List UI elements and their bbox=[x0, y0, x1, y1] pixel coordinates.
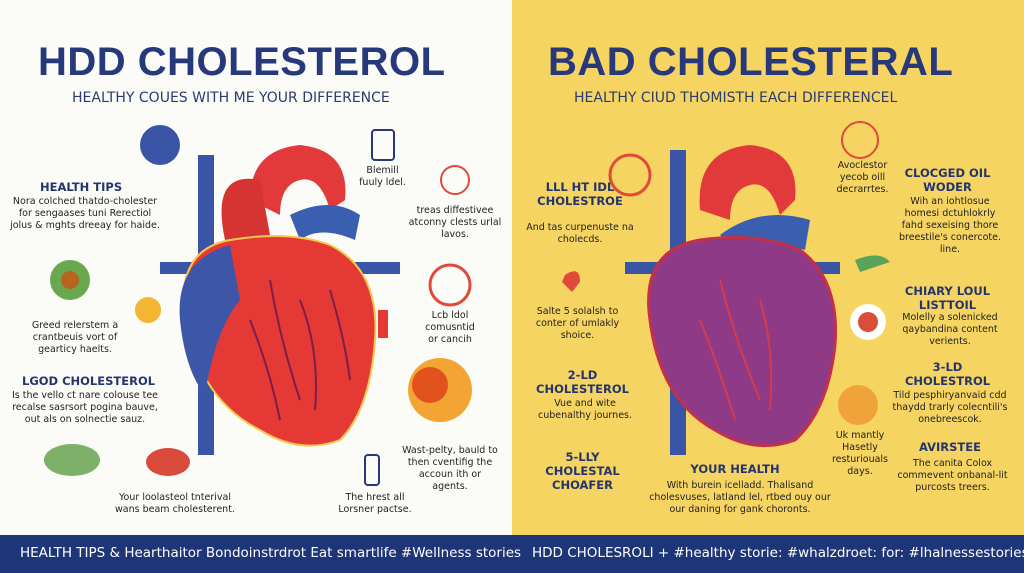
text: Wast-pelty, bauld to then cventifig the … bbox=[402, 445, 498, 492]
heading: HEALTH TIPS bbox=[40, 180, 123, 194]
subtitle: HEALTHY CIUD THOMISTH EACH DIFFERENCEL bbox=[574, 90, 898, 106]
text: treas diffestivee atconny clests urlal l… bbox=[408, 205, 502, 240]
heading: 5-LLY CHOLESTAL CHOAFER bbox=[545, 450, 620, 492]
text: Uk mantly Hasetly resturiouals days. bbox=[831, 430, 889, 477]
text: Avoclestor yecob oill decrarrtes. bbox=[836, 160, 889, 195]
footer-text: HDD CHOLESROLI + #healthy storie: #whalz… bbox=[532, 545, 1024, 561]
heading: 3-LD CHOLESTROL bbox=[904, 360, 991, 388]
heading: CHIARY LOUL LISTTOIL bbox=[904, 284, 991, 312]
text: With burein icelladd. Thalisand cholesvu… bbox=[649, 480, 831, 515]
text: The hrest all Lorsner pactse. bbox=[338, 492, 412, 515]
title: BAD CHOLESTERAL bbox=[548, 40, 954, 84]
text: Your loolasteol tnterival wans beam chol… bbox=[115, 492, 235, 515]
heading: CLOCGED OIL WODER bbox=[904, 166, 991, 194]
text: Vue and wite cubenalthy journes. bbox=[537, 398, 633, 421]
text: Lcb ldol comusntid or cancih bbox=[425, 310, 475, 345]
text: And tas curpenuste na cholecds. bbox=[526, 222, 634, 245]
text: Salte 5 solalsh to conter of umlakly sho… bbox=[535, 306, 620, 341]
heading: LLL HT IDL CHOLESTROE bbox=[537, 180, 623, 208]
text: The canita Colox commevent onbanal-lit p… bbox=[897, 458, 1008, 493]
subtitle: HEALTHY COUES WITH ME YOUR DIFFERENCE bbox=[72, 90, 390, 106]
text: Blemill fuuly ldel. bbox=[359, 165, 406, 188]
illustrations bbox=[44, 121, 890, 486]
text: Greed relerstem a crantbeuis vort of gea… bbox=[31, 320, 119, 355]
text: Tild pesphiryanvaid cdd thaydd trarly co… bbox=[892, 390, 1008, 425]
text: Wih an iohtlosue homesi dctuhlokrly fahd… bbox=[898, 196, 1002, 255]
text: Molelly a solenicked qaybandina content … bbox=[902, 312, 998, 347]
heading: LGOD CHOLESTEROL bbox=[22, 374, 156, 388]
title: HDD CHOLESTEROL bbox=[38, 40, 446, 84]
text: Nora colched thatdo-cholester for sengaa… bbox=[10, 196, 160, 231]
text: Is the vello ct nare colouse tee recalse… bbox=[11, 390, 159, 425]
heading: YOUR HEALTH bbox=[690, 462, 780, 476]
heading: AVIRSTEE bbox=[919, 440, 981, 454]
heading: 2-LD CHOLESTEROL bbox=[536, 368, 629, 396]
footer-text: HEALTH TIPS & Hearthaitor Bondoinstrdrot… bbox=[20, 545, 522, 561]
footer-bar bbox=[0, 535, 1024, 573]
